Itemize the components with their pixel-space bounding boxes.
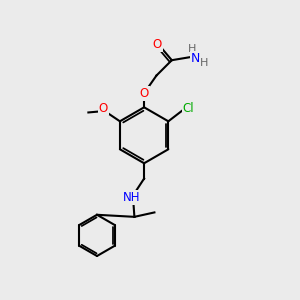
Text: H: H [200,58,208,68]
Text: Cl: Cl [183,101,194,115]
Text: H: H [188,44,196,54]
Text: N: N [191,52,201,65]
Text: O: O [140,87,149,100]
Text: NH: NH [123,190,140,204]
Text: O: O [98,101,108,115]
Text: O: O [152,38,162,51]
